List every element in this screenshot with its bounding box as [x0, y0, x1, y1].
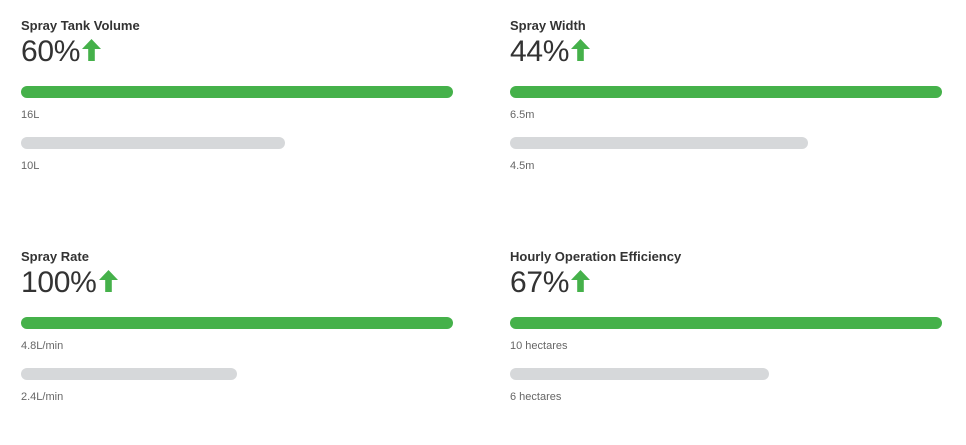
percent-row: 67% [510, 266, 591, 300]
old-value-bar [510, 368, 769, 380]
percent-value: 67% [510, 266, 570, 299]
metric-card-spray-width: Spray Width 44% 6.5m 4.5m [510, 18, 942, 178]
old-value-track [21, 137, 453, 149]
old-value-label: 2.4L/min [21, 391, 64, 403]
new-value-bar [21, 317, 453, 329]
new-value-label: 16L [21, 109, 40, 121]
new-value-label: 6.5m [510, 109, 535, 121]
new-value-track [21, 317, 453, 329]
metric-card-spray-tank-volume: Spray Tank Volume 60% 16L 10L [21, 18, 453, 178]
percent-row: 100% [21, 266, 118, 300]
old-value-bar [21, 137, 285, 149]
new-value-track [510, 317, 942, 329]
metric-title: Hourly Operation Efficiency [510, 249, 682, 264]
percent-value: 100% [21, 266, 97, 299]
old-value-track [510, 368, 942, 380]
metric-card-hourly-operation-efficiency: Hourly Operation Efficiency 67% 10 hecta… [510, 249, 942, 409]
new-value-track [21, 86, 453, 98]
new-value-bar [510, 86, 942, 98]
metric-title: Spray Tank Volume [21, 18, 140, 33]
new-value-label: 10 hectares [510, 340, 568, 352]
new-value-label: 4.8L/min [21, 340, 64, 352]
old-value-label: 10L [21, 160, 40, 172]
percent-row: 60% [21, 35, 102, 69]
old-value-bar [510, 137, 808, 149]
percent-value: 60% [21, 35, 81, 68]
old-value-bar [21, 368, 237, 380]
old-value-track [510, 137, 942, 149]
new-value-bar [510, 317, 942, 329]
old-value-label: 6 hectares [510, 391, 562, 403]
percent-row: 44% [510, 35, 591, 69]
new-value-track [510, 86, 942, 98]
metric-title: Spray Width [510, 18, 586, 33]
old-value-track [21, 368, 453, 380]
arrow-up-icon [82, 39, 102, 61]
old-value-label: 4.5m [510, 160, 535, 172]
new-value-bar [21, 86, 453, 98]
arrow-up-icon [571, 39, 591, 61]
metric-card-spray-rate: Spray Rate 100% 4.8L/min 2.4L/min [21, 249, 453, 409]
arrow-up-icon [98, 270, 118, 292]
metric-title: Spray Rate [21, 249, 89, 264]
arrow-up-icon [571, 270, 591, 292]
percent-value: 44% [510, 35, 570, 68]
